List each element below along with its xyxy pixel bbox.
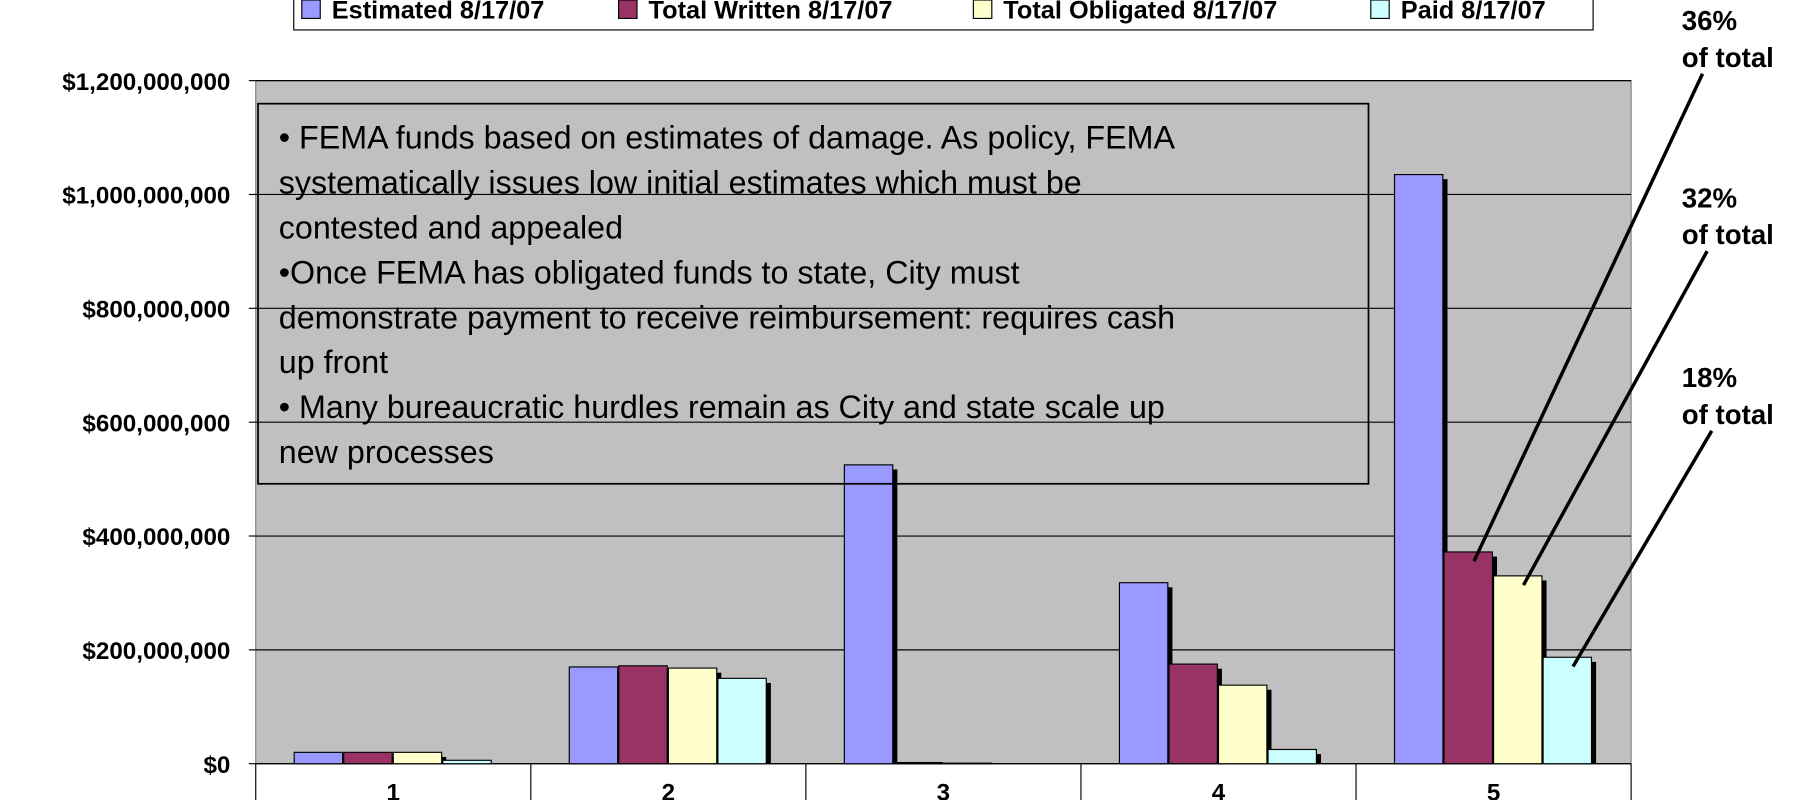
bar	[1492, 575, 1543, 765]
note-line: • FEMA funds based on estimates of damag…	[279, 120, 1176, 156]
bar	[1168, 663, 1218, 765]
annotation: of total	[1682, 219, 1774, 250]
bar	[843, 464, 894, 765]
y-tick-label: $200,000,000	[82, 638, 230, 665]
legend-label: Total Written 8/17/07	[649, 0, 893, 24]
bar	[1393, 173, 1444, 765]
legend-swatch	[301, 0, 321, 20]
note-line: contested and appealed	[279, 209, 623, 245]
bar	[1217, 684, 1268, 765]
x-tick-label: 3	[937, 780, 950, 800]
legend-label: Total Obligated 8/17/07	[1003, 0, 1277, 24]
note-line: systematically issues low initial estima…	[279, 165, 1082, 201]
annotation: 32%	[1682, 182, 1737, 213]
bar	[1267, 748, 1317, 765]
bar	[392, 751, 443, 765]
annotation-line	[1571, 429, 1714, 668]
x-tick-label: 4	[1212, 780, 1226, 800]
bar	[1118, 582, 1169, 765]
bar	[618, 665, 668, 765]
x-tick-label: 1	[387, 780, 400, 800]
y-tick-label: $1,200,000,000	[62, 69, 230, 96]
annotation: 18%	[1682, 362, 1737, 393]
bar	[893, 762, 943, 765]
notes-box	[257, 102, 1370, 485]
annotation: of total	[1682, 399, 1774, 430]
bar	[717, 677, 767, 765]
legend-swatch	[972, 0, 993, 20]
annotation-line	[1522, 250, 1709, 586]
bar	[942, 762, 993, 765]
bar	[667, 667, 718, 765]
bar	[293, 751, 344, 765]
bar	[1542, 656, 1593, 765]
note-line: demonstrate payment to receive reimburse…	[279, 299, 1175, 335]
x-tick-label: 2	[662, 780, 675, 800]
bar	[442, 759, 492, 765]
legend-label: Estimated 8/17/07	[332, 0, 545, 24]
bar	[1443, 551, 1493, 765]
bar	[568, 666, 619, 765]
y-tick-label: $400,000,000	[82, 524, 230, 551]
note-line: up front	[279, 344, 388, 380]
y-tick-label: $0	[203, 752, 230, 779]
legend-swatch	[1370, 0, 1390, 20]
note-line: • Many bureaucratic hurdles remain as Ci…	[279, 389, 1165, 425]
x-tick-label: 5	[1487, 780, 1500, 800]
y-tick-label: $1,000,000,000	[62, 183, 230, 210]
annotation-line	[1472, 72, 1705, 562]
legend-swatch	[618, 0, 638, 20]
y-tick-label: $800,000,000	[82, 297, 230, 324]
annotation: 36%	[1682, 5, 1737, 36]
y-tick-label: $600,000,000	[82, 410, 230, 437]
annotation: of total	[1682, 42, 1774, 73]
note-line: new processes	[279, 434, 494, 470]
bar	[343, 751, 393, 765]
note-line: •Once FEMA has obligated funds to state,…	[279, 254, 1020, 290]
legend-label: Paid 8/17/07	[1401, 0, 1546, 24]
